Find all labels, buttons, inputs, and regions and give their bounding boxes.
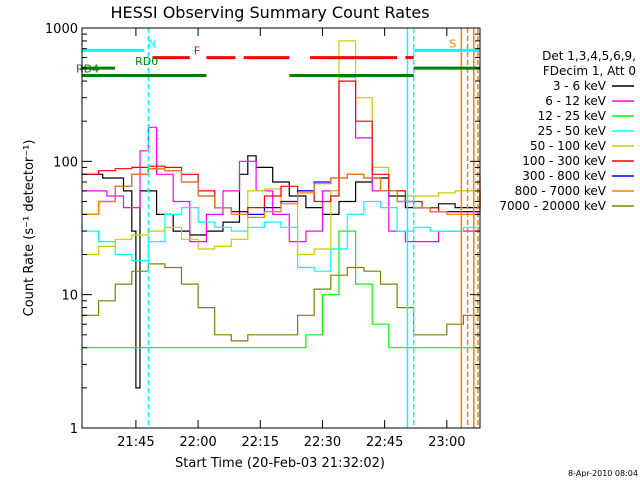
- x-axis-label: Start Time (20-Feb-03 21:32:02): [175, 456, 385, 471]
- legend-label-3-6-kev: 3 - 6 keV: [553, 79, 607, 93]
- series-line-100-300-kev: [82, 80, 481, 213]
- y-tick-label: 1000: [45, 22, 78, 37]
- y-tick-label: 1: [70, 422, 78, 437]
- plot-area: N F RD0 RD4 S: [76, 28, 481, 428]
- x-tick-label: 22:45: [366, 435, 403, 450]
- flag-label-f: F: [194, 45, 200, 58]
- flag-label-n: N: [148, 37, 156, 50]
- plot-frame: [81, 27, 481, 429]
- x-tick-label: 22:00: [179, 435, 216, 450]
- x-tick-label: 23:00: [428, 435, 465, 450]
- date-stamp: 8-Apr-2010 08:04: [568, 469, 638, 478]
- legend-header-1: Det 1,3,4,5,6,9,: [542, 49, 636, 63]
- flag-label-rd0: RD0: [135, 55, 158, 68]
- x-axis-ticks: 21:45 22:00 22:15 22:30 22:45 23:00: [117, 28, 466, 450]
- series-line-12-25-kev: [82, 230, 480, 349]
- series-line-6-12-kev: [82, 76, 480, 243]
- y-tick-label: 100: [53, 155, 78, 170]
- chart-title: HESSI Observing Summary Count Rates: [110, 3, 429, 22]
- y-tick-label: 10: [61, 289, 78, 304]
- legend-label-800-7000-kev: 800 - 7000 keV: [515, 184, 607, 198]
- series-line-800-7000-kev: [82, 168, 481, 218]
- x-tick-label: 22:15: [242, 435, 279, 450]
- legend-header-2: FDecim 1, Att 0: [543, 64, 636, 78]
- legend-label-50-100-kev: 50 - 100 keV: [530, 139, 607, 153]
- legend-label-25-50-kev: 25 - 50 keV: [538, 124, 607, 138]
- legend-label-300-800-kev: 300 - 800 keV: [522, 169, 606, 183]
- x-tick-label: 21:45: [117, 435, 154, 450]
- legend-label-7000-20000-kev: 7000 - 20000 keV: [499, 199, 606, 213]
- legend-label-6-12-kev: 6 - 12 keV: [545, 94, 607, 108]
- flag-label-s: S: [449, 37, 456, 50]
- y-axis-label: Count Rate (s⁻¹ detector⁻¹): [22, 140, 37, 317]
- series-line-7000-20000-kev: [82, 263, 480, 342]
- y-axis-ticks: 1 10 100 1000: [45, 22, 480, 437]
- x-tick-label: 22:30: [304, 435, 341, 450]
- legend-label-12-25-kev: 12 - 25 keV: [538, 109, 607, 123]
- legend: Det 1,3,4,5,6,9,FDecim 1, Att 03 - 6 keV…: [499, 49, 636, 213]
- flag-label-rd4: RD4: [76, 63, 99, 76]
- legend-label-100-300-kev: 100 - 300 keV: [522, 154, 606, 168]
